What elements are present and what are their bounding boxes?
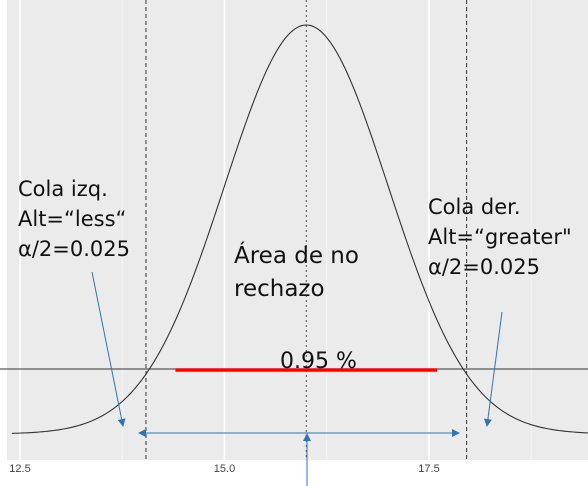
minor-gridlines (121, 0, 532, 460)
left-tail-label-line2: Alt=“less“ (18, 207, 126, 231)
left-tail-label-line1: Cola izq. (18, 177, 108, 201)
left-tail-arrow (91, 271, 126, 427)
right-tail-label-line1: Cola der. (428, 195, 521, 219)
x-tick-label: 17.5 (418, 463, 439, 475)
right-tail-arrow (483, 311, 503, 427)
x-tick-label: 15.0 (214, 463, 235, 475)
center-label-line2: rechazo (234, 276, 325, 302)
right-tail-label-line2: Alt=“greater" (428, 225, 572, 249)
center-label-line1: Área de no (234, 241, 359, 269)
major-gridlines (19, 0, 430, 460)
plot-panel (7, 0, 588, 460)
left-tail-label-line3: α/2=0.025 (18, 237, 130, 261)
x-tick-labels: 12.5 15.0 17.5 (9, 463, 439, 475)
right-tail-label-line3: α/2=0.025 (428, 255, 540, 279)
normal-density-curve (11, 24, 588, 434)
x-tick-label: 12.5 (9, 463, 30, 475)
confidence-label: 0.95 % (280, 349, 357, 374)
